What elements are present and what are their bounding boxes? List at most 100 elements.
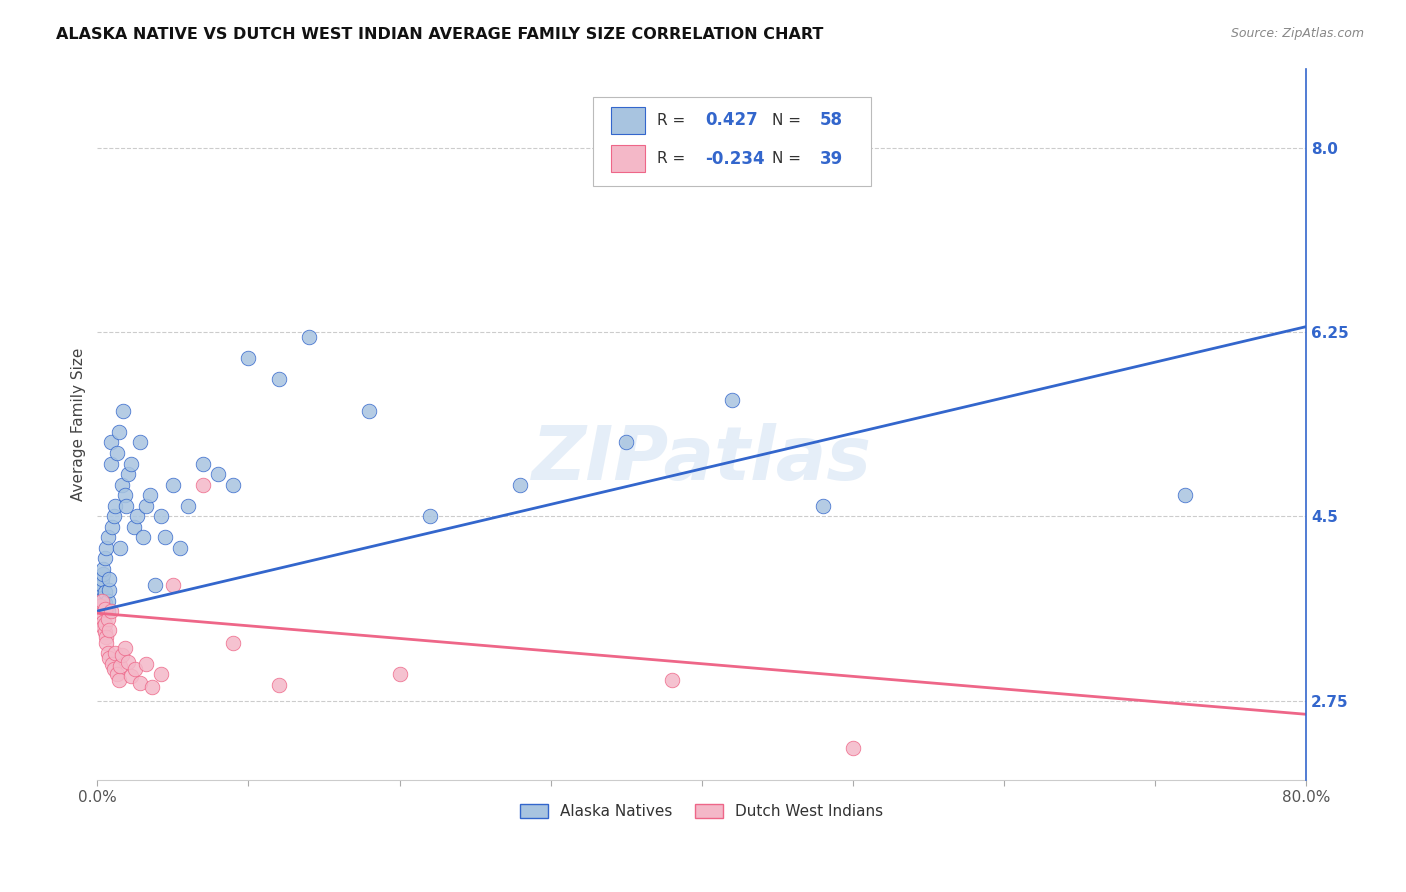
Point bbox=[90, 593, 112, 607]
Point bbox=[162, 578, 184, 592]
Text: ZIPatlas: ZIPatlas bbox=[531, 423, 872, 496]
Point bbox=[177, 499, 200, 513]
Point bbox=[96, 602, 118, 616]
Legend: Alaska Natives, Dutch West Indians: Alaska Natives, Dutch West Indians bbox=[515, 798, 890, 825]
Point bbox=[359, 404, 381, 418]
Text: ALASKA NATIVE VS DUTCH WEST INDIAN AVERAGE FAMILY SIZE CORRELATION CHART: ALASKA NATIVE VS DUTCH WEST INDIAN AVERA… bbox=[56, 27, 824, 42]
Point bbox=[96, 635, 118, 649]
Point bbox=[115, 499, 138, 513]
Point bbox=[122, 520, 145, 534]
Point bbox=[98, 623, 121, 637]
Y-axis label: Average Family Size: Average Family Size bbox=[72, 347, 86, 500]
Point bbox=[267, 372, 290, 386]
Point bbox=[93, 620, 115, 634]
Text: R =: R = bbox=[657, 152, 690, 166]
Point bbox=[94, 602, 117, 616]
Point bbox=[94, 551, 117, 566]
Text: R =: R = bbox=[657, 113, 690, 128]
Point bbox=[661, 673, 683, 687]
Point bbox=[89, 609, 111, 624]
Point bbox=[114, 640, 136, 655]
Point bbox=[811, 499, 834, 513]
Point bbox=[131, 530, 153, 544]
Point bbox=[124, 662, 146, 676]
Point bbox=[162, 477, 184, 491]
Text: 0.427: 0.427 bbox=[706, 112, 758, 129]
Point bbox=[98, 573, 121, 587]
Point bbox=[87, 604, 110, 618]
Point bbox=[107, 673, 129, 687]
Point bbox=[93, 615, 115, 629]
Point bbox=[103, 662, 125, 676]
FancyBboxPatch shape bbox=[593, 97, 872, 186]
Point bbox=[267, 678, 290, 692]
Point bbox=[105, 667, 128, 681]
Bar bbox=[612, 107, 645, 134]
Point bbox=[101, 657, 124, 671]
Point bbox=[107, 425, 129, 439]
Bar bbox=[612, 145, 645, 172]
Point bbox=[117, 655, 139, 669]
Point bbox=[108, 658, 131, 673]
Point bbox=[721, 393, 744, 408]
Point bbox=[93, 591, 115, 606]
Text: 58: 58 bbox=[820, 112, 844, 129]
Point bbox=[112, 404, 135, 418]
Point bbox=[155, 530, 177, 544]
Text: Source: ZipAtlas.com: Source: ZipAtlas.com bbox=[1230, 27, 1364, 40]
Point bbox=[169, 541, 191, 555]
Point bbox=[100, 604, 122, 618]
Point bbox=[114, 488, 136, 502]
Point bbox=[419, 509, 441, 524]
Point bbox=[108, 541, 131, 555]
Point bbox=[222, 635, 245, 649]
Point bbox=[93, 562, 115, 576]
Point bbox=[222, 477, 245, 491]
Point bbox=[94, 616, 117, 631]
Point bbox=[149, 509, 172, 524]
Point bbox=[143, 578, 166, 592]
Point bbox=[120, 669, 142, 683]
Point bbox=[97, 604, 120, 618]
Point bbox=[94, 625, 117, 640]
Point bbox=[97, 530, 120, 544]
Point bbox=[97, 646, 120, 660]
Point bbox=[90, 606, 112, 620]
Point bbox=[135, 499, 157, 513]
Point bbox=[93, 567, 115, 582]
Text: 39: 39 bbox=[820, 150, 844, 168]
Point bbox=[207, 467, 229, 482]
Point bbox=[97, 612, 120, 626]
Point bbox=[1174, 488, 1197, 502]
Point bbox=[90, 573, 112, 587]
Point bbox=[120, 457, 142, 471]
Point bbox=[89, 582, 111, 597]
Point bbox=[87, 593, 110, 607]
Point bbox=[89, 599, 111, 613]
Point bbox=[96, 541, 118, 555]
Point bbox=[110, 648, 132, 663]
Text: N =: N = bbox=[772, 152, 806, 166]
Text: N =: N = bbox=[772, 113, 806, 128]
Point bbox=[94, 596, 117, 610]
Point bbox=[98, 582, 121, 597]
Text: -0.234: -0.234 bbox=[706, 150, 765, 168]
Point bbox=[101, 520, 124, 534]
Point bbox=[89, 599, 111, 613]
Point bbox=[94, 585, 117, 599]
Point bbox=[100, 457, 122, 471]
Point bbox=[125, 509, 148, 524]
Point bbox=[90, 578, 112, 592]
Point bbox=[100, 435, 122, 450]
Point bbox=[96, 631, 118, 645]
Point bbox=[97, 593, 120, 607]
Point bbox=[191, 457, 214, 471]
Point bbox=[98, 651, 121, 665]
Point bbox=[139, 488, 162, 502]
Point bbox=[128, 435, 150, 450]
Point bbox=[104, 499, 127, 513]
Point bbox=[117, 467, 139, 482]
Point bbox=[149, 667, 172, 681]
Point bbox=[509, 477, 531, 491]
Point bbox=[298, 330, 321, 344]
